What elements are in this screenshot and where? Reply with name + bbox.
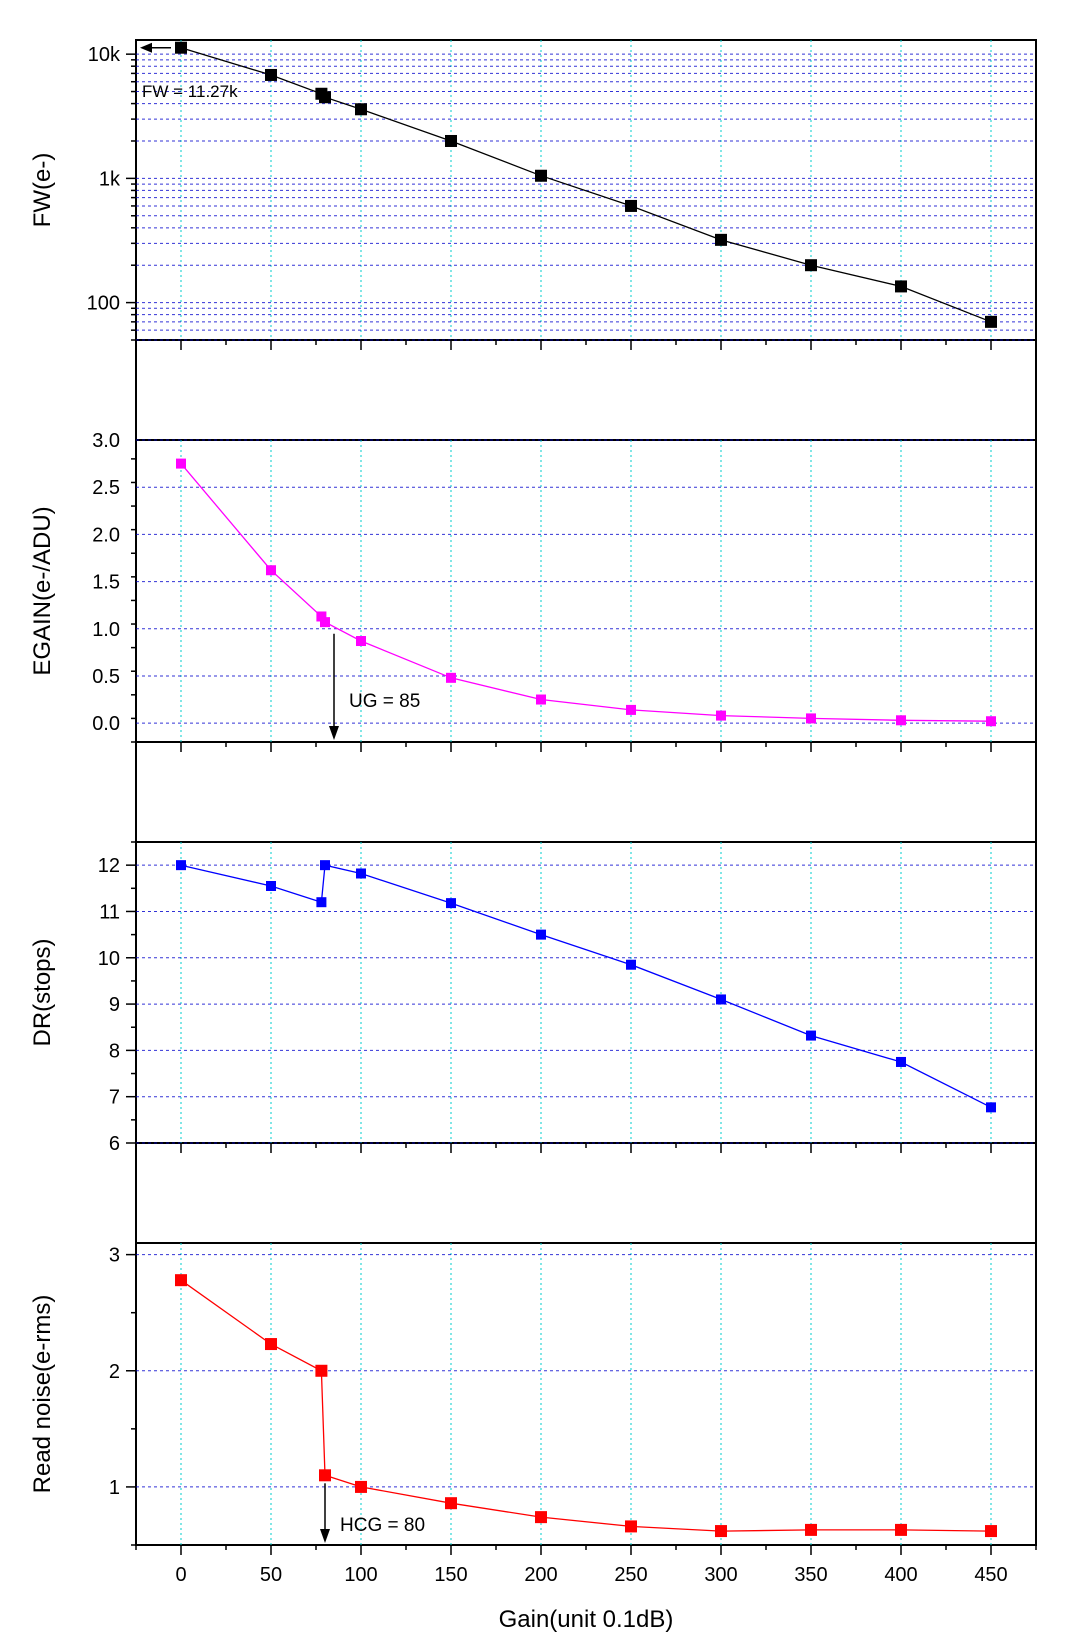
y-tick-label: 10: [98, 948, 120, 970]
data-point: [806, 713, 816, 724]
data-point: [446, 672, 456, 683]
series-line: [180, 1279, 992, 1532]
data-point: [316, 897, 327, 908]
y-tick-label: 2: [109, 1361, 120, 1383]
data-point: [896, 715, 906, 726]
data-point: [626, 704, 636, 715]
data-point: [895, 280, 907, 293]
y-tick-label: 0.5: [92, 666, 120, 688]
y-tick-label: 2.5: [92, 477, 120, 499]
y-tick-label: 1.0: [92, 619, 120, 641]
data-point: [176, 860, 186, 871]
data-point: [320, 860, 330, 871]
x-axis-label: Gain(unit 0.1dB): [499, 1606, 674, 1633]
data-point: [315, 1364, 328, 1377]
data-point: [985, 1525, 997, 1538]
data-point: [625, 199, 637, 212]
data-point: [319, 1469, 331, 1482]
data-point: [535, 1511, 547, 1524]
data-point: [626, 959, 636, 970]
data-point: [716, 994, 726, 1005]
x-tick-label: 450: [974, 1564, 1007, 1586]
panel-dr: 6 7 8 9 10 11 12 DR(stops): [29, 841, 1037, 1155]
y-tick-label: 8: [109, 1040, 120, 1062]
y-axis-label: FW(e-): [29, 153, 56, 228]
data-point: [265, 1338, 277, 1351]
y-tick-label: 11: [99, 901, 120, 923]
annotation-arrowhead: [140, 42, 152, 53]
data-point: [625, 1520, 637, 1533]
data-point: [986, 716, 996, 727]
data-point: [319, 91, 331, 104]
annotation-arrowhead: [320, 1529, 330, 1543]
x-tick-label: 400: [884, 1564, 917, 1586]
y-tick-label: 0.0: [92, 713, 120, 735]
x-tick-label: 0: [175, 1564, 186, 1586]
data-point: [896, 1056, 906, 1067]
panel-fw: 100 1k 10k FW(e-) FW = 11.27k: [29, 39, 1037, 350]
data-point: [715, 1525, 727, 1538]
data-point: [895, 1523, 907, 1536]
data-point: [265, 68, 277, 81]
data-point: [266, 880, 276, 891]
data-point: [176, 458, 186, 469]
x-tick-label: 200: [524, 1564, 557, 1586]
data-point: [715, 233, 727, 246]
data-point: [445, 1497, 457, 1510]
y-tick-label: 1: [109, 1477, 120, 1499]
y-tick-label: 7: [109, 1087, 120, 1109]
data-point: [805, 1523, 817, 1536]
y-tick-label: 10k: [88, 44, 121, 66]
y-tick-label: 12: [98, 855, 120, 877]
y-tick-label: 100: [87, 293, 120, 315]
data-point: [716, 710, 726, 721]
data-point: [316, 611, 327, 622]
data-point: [356, 636, 366, 647]
data-point: [536, 694, 546, 705]
x-tick-label: 300: [704, 1564, 737, 1586]
data-point: [806, 1030, 816, 1041]
data-point: [355, 103, 367, 116]
data-point: [986, 1102, 996, 1113]
y-tick-label: 1.5: [92, 572, 120, 594]
series-line: [180, 47, 992, 323]
series-line: [180, 463, 992, 722]
annotation-label: FW = 11.27k: [142, 82, 238, 101]
panel-rn: 1 2 3 Read noise(e-rms) HCG = 80: [29, 1242, 1037, 1555]
data-point: [175, 1274, 187, 1287]
x-tick-label: 50: [260, 1564, 282, 1586]
y-tick-label: 3: [109, 1245, 120, 1267]
data-point: [356, 868, 366, 879]
y-axis-label: EGAIN(e-/ADU): [29, 506, 56, 675]
y-tick-label: 6: [109, 1133, 120, 1155]
x-tick-label: 250: [614, 1564, 647, 1586]
panel-egain: 0.0 0.5 1.0 1.5 2.0 2.5 3.0 EGAIN(e-/ADU) UG = 8…: [29, 430, 1037, 752]
data-point: [446, 898, 456, 909]
data-point: [355, 1480, 367, 1493]
data-point: [536, 929, 546, 940]
y-axis-label: Read noise(e-rms): [29, 1295, 56, 1494]
series-line: [180, 864, 992, 1108]
y-axis-label: DR(stops): [29, 938, 56, 1046]
x-tick-label: 100: [344, 1564, 377, 1586]
data-point: [266, 565, 276, 576]
data-point: [535, 169, 547, 182]
annotation-arrowhead: [329, 726, 339, 740]
x-tick-label: 150: [434, 1564, 467, 1586]
data-point: [805, 259, 817, 272]
annotation-label: UG = 85: [349, 691, 420, 712]
data-point: [175, 41, 187, 54]
y-tick-label: 9: [109, 994, 120, 1016]
data-point: [445, 134, 457, 147]
y-tick-label: 2.0: [92, 524, 120, 546]
data-point: [985, 315, 997, 328]
data-point: [320, 617, 330, 628]
x-tick-label: 350: [794, 1564, 827, 1586]
y-tick-label: 3.0: [92, 430, 120, 452]
annotation-label: HCG = 80: [340, 1515, 425, 1536]
y-tick-label: 1k: [99, 168, 121, 190]
